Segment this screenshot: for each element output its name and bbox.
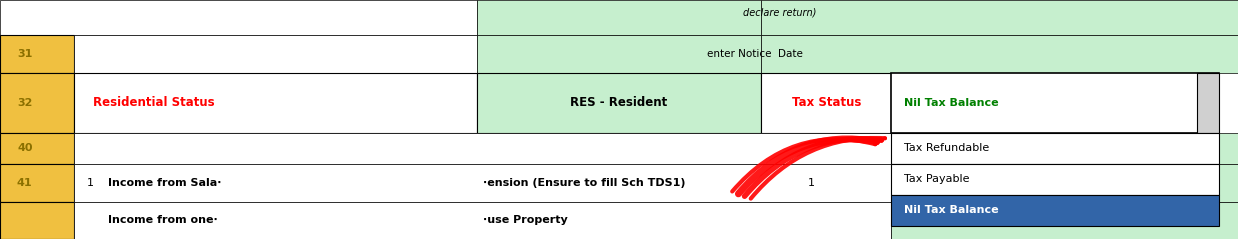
FancyBboxPatch shape	[891, 133, 1219, 164]
FancyBboxPatch shape	[0, 0, 477, 35]
Text: Residential Status: Residential Status	[93, 96, 214, 109]
FancyArrowPatch shape	[732, 139, 875, 191]
Text: 32: 32	[17, 98, 32, 108]
Text: 40: 40	[17, 143, 32, 153]
FancyArrowPatch shape	[744, 139, 881, 196]
FancyBboxPatch shape	[74, 133, 891, 164]
FancyBboxPatch shape	[761, 0, 1238, 35]
FancyBboxPatch shape	[891, 195, 1219, 226]
Text: 41: 41	[17, 178, 32, 188]
Text: 31: 31	[17, 49, 32, 59]
Text: ∙use Property: ∙use Property	[483, 216, 567, 225]
FancyBboxPatch shape	[761, 35, 1238, 73]
FancyBboxPatch shape	[0, 35, 74, 73]
FancyBboxPatch shape	[1197, 73, 1219, 133]
Text: Tax Refundable: Tax Refundable	[904, 143, 989, 153]
FancyBboxPatch shape	[761, 73, 891, 133]
Text: ∙ension (Ensure to fill Sch TDS1): ∙ension (Ensure to fill Sch TDS1)	[483, 178, 686, 188]
Text: enter Notice  Date: enter Notice Date	[707, 49, 803, 59]
Text: declare return): declare return)	[743, 7, 817, 17]
FancyBboxPatch shape	[0, 164, 74, 202]
FancyBboxPatch shape	[74, 164, 891, 202]
FancyBboxPatch shape	[74, 73, 477, 133]
FancyBboxPatch shape	[0, 202, 74, 239]
FancyBboxPatch shape	[891, 164, 1219, 195]
FancyBboxPatch shape	[477, 35, 761, 73]
Text: ▼: ▼	[1205, 98, 1212, 107]
FancyBboxPatch shape	[891, 133, 1238, 164]
FancyBboxPatch shape	[891, 73, 1219, 133]
Text: Income from Sala∙: Income from Sala∙	[108, 178, 222, 188]
Text: Tax Payable: Tax Payable	[904, 174, 969, 184]
FancyBboxPatch shape	[74, 202, 891, 239]
FancyBboxPatch shape	[74, 35, 477, 73]
FancyBboxPatch shape	[891, 202, 1238, 239]
FancyBboxPatch shape	[477, 73, 761, 133]
Text: Tax Status: Tax Status	[791, 96, 862, 109]
FancyBboxPatch shape	[0, 73, 74, 133]
FancyBboxPatch shape	[477, 0, 761, 35]
FancyArrowPatch shape	[738, 139, 877, 194]
Text: 1: 1	[87, 178, 94, 188]
Text: RES - Resident: RES - Resident	[571, 96, 667, 109]
Text: Nil Tax Balance: Nil Tax Balance	[904, 205, 998, 215]
FancyBboxPatch shape	[0, 133, 74, 164]
Text: 1: 1	[807, 178, 815, 188]
FancyArrowPatch shape	[750, 138, 885, 199]
Text: Income from one∙: Income from one∙	[108, 216, 218, 225]
Text: Nil Tax Balance: Nil Tax Balance	[904, 98, 998, 108]
FancyBboxPatch shape	[891, 164, 1238, 202]
